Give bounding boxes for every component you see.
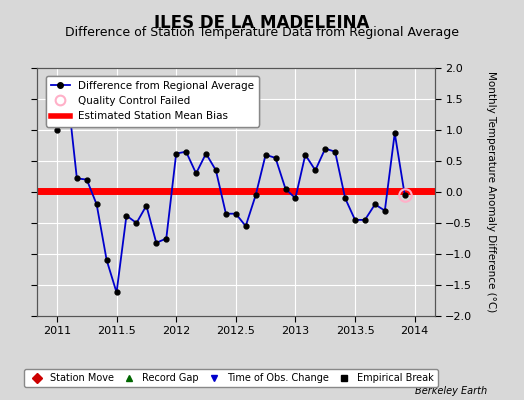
Y-axis label: Monthly Temperature Anomaly Difference (°C): Monthly Temperature Anomaly Difference (… — [486, 71, 496, 313]
Legend: Station Move, Record Gap, Time of Obs. Change, Empirical Break: Station Move, Record Gap, Time of Obs. C… — [24, 369, 438, 387]
Text: ILES DE LA MADELEINA: ILES DE LA MADELEINA — [154, 14, 370, 32]
Text: Berkeley Earth: Berkeley Earth — [415, 386, 487, 396]
Text: Difference of Station Temperature Data from Regional Average: Difference of Station Temperature Data f… — [65, 26, 459, 39]
Legend: Difference from Regional Average, Quality Control Failed, Estimated Station Mean: Difference from Regional Average, Qualit… — [46, 76, 259, 126]
